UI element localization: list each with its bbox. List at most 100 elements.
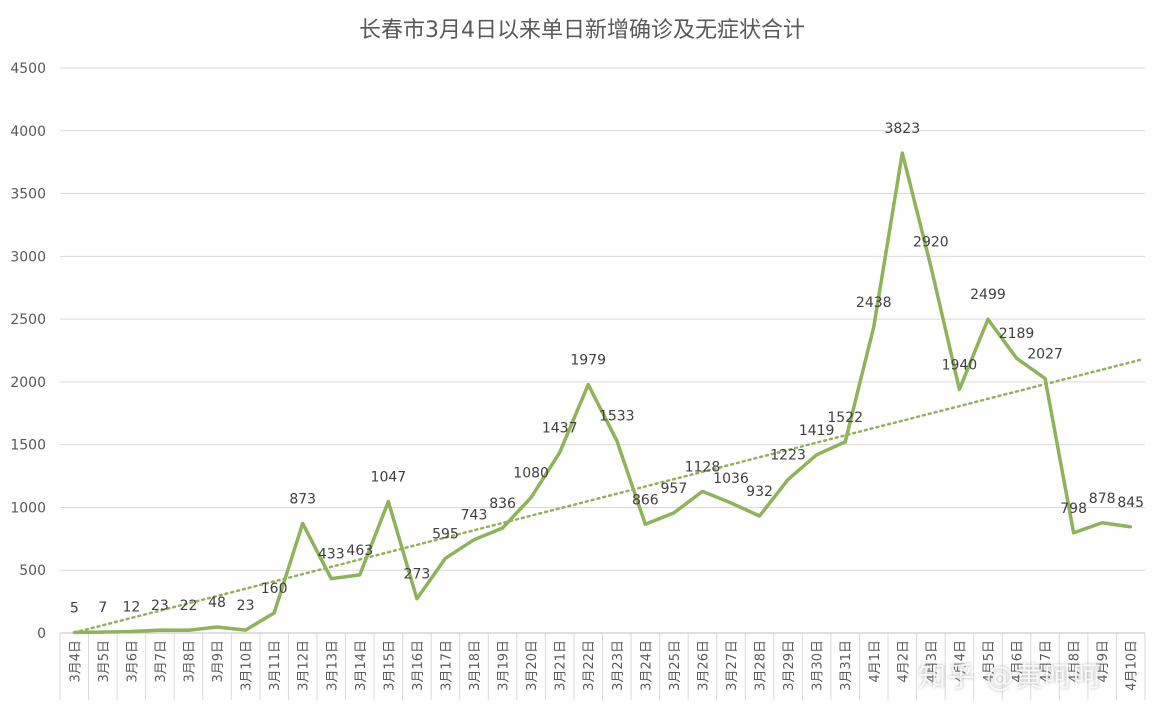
data-label: 1036 bbox=[713, 471, 749, 487]
x-tick-label: 3月27日 bbox=[725, 640, 740, 691]
data-label: 1080 bbox=[513, 465, 549, 481]
data-point bbox=[900, 151, 904, 155]
data-point bbox=[1129, 525, 1133, 529]
data-point bbox=[472, 538, 476, 542]
data-label: 1533 bbox=[599, 409, 635, 425]
data-label: 836 bbox=[489, 496, 516, 512]
data-point bbox=[1100, 521, 1104, 525]
data-label: 1419 bbox=[799, 423, 835, 439]
x-tick-label: 4月6日 bbox=[1011, 640, 1026, 683]
x-tick-label: 3月26日 bbox=[696, 640, 711, 691]
x-tick-label: 3月14日 bbox=[354, 640, 369, 691]
x-tick-label: 3月24日 bbox=[639, 640, 654, 691]
y-tick-label: 1500 bbox=[10, 438, 46, 454]
data-point bbox=[986, 317, 990, 321]
chart-title: 长春市3月4日以来单日新增确诊及无症状合计 bbox=[359, 18, 805, 43]
data-label: 3823 bbox=[884, 121, 920, 137]
data-point bbox=[843, 440, 847, 444]
data-point bbox=[186, 628, 190, 632]
data-label: 2027 bbox=[1027, 346, 1063, 362]
data-point bbox=[729, 501, 733, 505]
x-tick-label: 3月4日 bbox=[68, 640, 83, 683]
x-tick-label: 3月12日 bbox=[297, 640, 312, 691]
y-tick-label: 2000 bbox=[10, 375, 46, 391]
data-point bbox=[929, 264, 933, 268]
data-label: 1940 bbox=[942, 357, 978, 373]
data-label: 2920 bbox=[913, 234, 949, 250]
x-tick-label: 3月17日 bbox=[439, 640, 454, 691]
x-tick-label: 3月13日 bbox=[325, 640, 340, 691]
data-label: 12 bbox=[122, 599, 140, 615]
data-label: 22 bbox=[180, 598, 198, 614]
data-point bbox=[758, 514, 762, 518]
data-point bbox=[872, 325, 876, 329]
data-point bbox=[529, 495, 533, 499]
x-tick-label: 3月18日 bbox=[468, 640, 483, 691]
y-tick-label: 4000 bbox=[10, 124, 46, 140]
data-label: 1522 bbox=[827, 410, 863, 426]
data-label: 23 bbox=[151, 598, 169, 614]
x-tick-label: 3月30日 bbox=[811, 640, 826, 691]
data-point bbox=[129, 629, 133, 633]
x-tick-label: 3月7日 bbox=[154, 640, 169, 683]
data-label: 5 bbox=[70, 600, 79, 616]
x-tick-label: 4月2日 bbox=[896, 640, 911, 683]
data-label: 2499 bbox=[970, 287, 1006, 303]
x-tick-label: 4月5日 bbox=[982, 640, 997, 683]
data-label: 2189 bbox=[999, 326, 1035, 342]
data-label: 866 bbox=[632, 492, 659, 508]
data-point bbox=[786, 477, 790, 481]
data-point bbox=[443, 556, 447, 560]
data-point bbox=[643, 522, 647, 526]
data-point bbox=[301, 521, 305, 525]
x-tick-label: 3月8日 bbox=[182, 640, 197, 683]
data-label: 2438 bbox=[856, 295, 892, 311]
data-label: 433 bbox=[318, 547, 345, 563]
data-label: 1223 bbox=[770, 447, 806, 463]
y-tick-label: 1000 bbox=[10, 500, 46, 516]
y-tick-label: 3000 bbox=[10, 249, 46, 265]
y-tick-label: 4500 bbox=[10, 61, 46, 77]
data-point bbox=[586, 383, 590, 387]
x-tick-label: 3月19日 bbox=[497, 640, 512, 691]
x-tick-label: 4月7日 bbox=[1039, 640, 1054, 683]
series-line bbox=[74, 151, 1131, 635]
data-label: 1979 bbox=[570, 353, 606, 369]
data-point bbox=[101, 630, 105, 634]
data-label: 7 bbox=[98, 600, 107, 616]
data-label: 878 bbox=[1089, 491, 1116, 507]
x-tick-label: 3月6日 bbox=[125, 640, 140, 683]
data-point bbox=[672, 511, 676, 515]
data-label: 48 bbox=[208, 595, 226, 611]
data-point bbox=[329, 577, 333, 581]
data-label: 957 bbox=[661, 481, 688, 497]
x-tick-label: 4月8日 bbox=[1068, 640, 1083, 683]
x-tick-label: 3月22日 bbox=[582, 640, 597, 691]
x-tick-label: 3月9日 bbox=[211, 640, 226, 683]
watermark-text: 知乎 @黄呵呵 bbox=[918, 660, 1102, 693]
x-tick-label: 4月10日 bbox=[1125, 640, 1140, 691]
x-tick-label: 3月20日 bbox=[525, 640, 540, 691]
y-tick-label: 2500 bbox=[10, 312, 46, 328]
data-label: 873 bbox=[289, 491, 316, 507]
x-tick-label: 3月16日 bbox=[411, 640, 426, 691]
x-tick-label: 4月9日 bbox=[1096, 640, 1111, 683]
data-label: 595 bbox=[432, 526, 459, 542]
x-tick-label: 3月29日 bbox=[782, 640, 797, 691]
data-point bbox=[272, 611, 276, 615]
data-point bbox=[358, 573, 362, 577]
data-label: 1128 bbox=[685, 459, 721, 475]
x-tick-label: 3月25日 bbox=[668, 640, 683, 691]
data-point bbox=[158, 628, 162, 632]
data-point bbox=[957, 387, 961, 391]
data-label: 845 bbox=[1117, 495, 1144, 511]
x-tick-label: 3月28日 bbox=[754, 640, 769, 691]
x-tick-label: 4月4日 bbox=[953, 640, 968, 683]
data-point bbox=[415, 597, 419, 601]
data-label: 743 bbox=[461, 508, 488, 524]
data-label: 1437 bbox=[542, 421, 578, 437]
data-label: 463 bbox=[346, 543, 373, 559]
y-tick-label: 3500 bbox=[10, 187, 46, 203]
data-label: 1047 bbox=[371, 470, 407, 486]
